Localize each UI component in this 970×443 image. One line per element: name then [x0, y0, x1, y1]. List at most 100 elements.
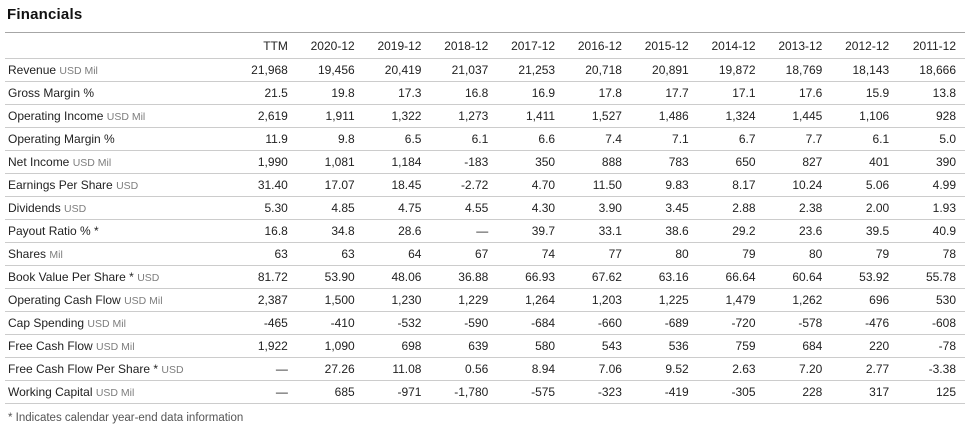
value-cell: 17.6	[764, 81, 832, 105]
value-cell: 17.1	[697, 81, 765, 105]
value-cell: -608	[898, 311, 965, 335]
value-cell: 7.1	[630, 127, 698, 151]
value-cell: 1,324	[697, 104, 765, 128]
value-cell: —	[230, 380, 297, 404]
value-cell: 55.78	[898, 265, 965, 289]
row-label-text: Free Cash Flow	[8, 339, 93, 353]
value-cell: 6.7	[697, 127, 765, 151]
value-cell: 79	[831, 242, 899, 266]
value-cell: 827	[764, 150, 832, 174]
value-cell: 63	[296, 242, 364, 266]
column-header: 2011-12	[898, 32, 965, 59]
value-cell: 1,527	[564, 104, 631, 128]
value-cell: 13.8	[898, 81, 965, 105]
table-row: Cap Spending USD Mil -465 -410 -532 -590 -684…	[5, 311, 965, 335]
table-header: TTM 2020-12 2019-12 2018-12 2017-12 2016-12 20…	[5, 32, 965, 59]
value-cell: 67	[430, 242, 498, 266]
value-cell: 33.1	[564, 219, 631, 243]
value-cell: 31.40	[230, 173, 297, 197]
value-cell: 1,990	[230, 150, 297, 174]
column-header: 2016-12	[564, 32, 631, 59]
row-unit-text: USD Mil	[124, 295, 163, 307]
value-cell: 77	[564, 242, 631, 266]
value-cell: 4.99	[898, 173, 965, 197]
row-label: Cap Spending USD Mil	[5, 311, 231, 335]
value-cell: 228	[764, 380, 832, 404]
table-row: Operating Margin % 11.9 9.8 6.5 6.1 6.6 7.4 7.1…	[5, 127, 965, 151]
value-cell: 390	[898, 150, 965, 174]
footnote: * Indicates calendar year-end data infor…	[8, 412, 244, 424]
value-cell: -720	[697, 311, 765, 335]
value-cell: 1,230	[363, 288, 431, 312]
value-cell: —	[430, 219, 498, 243]
value-cell: 1,445	[764, 104, 832, 128]
value-cell: 29.2	[697, 219, 765, 243]
table-body: Revenue USD Mil 21,968 19,456 20,419 21,037 2…	[5, 58, 965, 404]
value-cell: 20,419	[363, 58, 431, 82]
row-label: Operating Cash Flow USD Mil	[5, 288, 231, 312]
row-label: Shares Mil	[5, 242, 231, 266]
value-cell: 66.64	[697, 265, 765, 289]
value-cell: 639	[430, 334, 498, 358]
value-cell: 7.20	[764, 357, 832, 381]
value-cell: 66.93	[497, 265, 565, 289]
value-cell: 2.63	[697, 357, 765, 381]
value-cell: -78	[898, 334, 965, 358]
value-cell: 16.9	[497, 81, 565, 105]
value-cell: 220	[831, 334, 899, 358]
row-unit-text: USD	[116, 180, 139, 192]
value-cell: -305	[697, 380, 765, 404]
row-label-text: Revenue	[8, 63, 57, 77]
row-label-text: Gross Margin %	[8, 86, 95, 100]
row-unit-text: USD Mil	[96, 341, 135, 353]
row-label: Working Capital USD Mil	[5, 380, 231, 404]
value-cell: 9.83	[630, 173, 698, 197]
column-header: 2014-12	[697, 32, 765, 59]
table-row: Earnings Per Share USD 31.40 17.07 18.45 -2.…	[5, 173, 965, 197]
table-row: Working Capital USD Mil —685 -971 -1,780 -57…	[5, 380, 965, 404]
value-cell: 2.88	[697, 196, 765, 220]
header-blank-cell	[5, 32, 231, 59]
row-label: Net Income USD Mil	[5, 150, 231, 174]
value-cell: 7.06	[564, 357, 631, 381]
row-label: Gross Margin %	[5, 81, 231, 105]
value-cell: 11.08	[363, 357, 431, 381]
value-cell: 650	[697, 150, 765, 174]
value-cell: 38.6	[630, 219, 698, 243]
value-cell: 928	[898, 104, 965, 128]
value-cell: 2.38	[764, 196, 832, 220]
page-title: Financials	[7, 6, 83, 23]
row-unit-text: USD Mil	[87, 318, 126, 330]
value-cell: 63	[230, 242, 297, 266]
value-cell: 1,264	[497, 288, 565, 312]
row-label-text: Operating Income	[8, 109, 104, 123]
row-label: Earnings Per Share USD	[5, 173, 231, 197]
table-row: Revenue USD Mil 21,968 19,456 20,419 21,037 2…	[5, 58, 965, 82]
value-cell: 8.94	[497, 357, 565, 381]
value-cell: 4.75	[363, 196, 431, 220]
row-unit-text: USD Mil	[59, 65, 98, 77]
value-cell: -1,780	[430, 380, 498, 404]
value-cell: 9.52	[630, 357, 698, 381]
value-cell: 23.6	[764, 219, 832, 243]
row-label: Book Value Per Share * USD	[5, 265, 231, 289]
value-cell: 530	[898, 288, 965, 312]
value-cell: -532	[363, 311, 431, 335]
value-cell: 21,968	[230, 58, 297, 82]
value-cell: 9.8	[296, 127, 364, 151]
value-cell: 1,273	[430, 104, 498, 128]
value-cell: 17.7	[630, 81, 698, 105]
row-label-text: Earnings Per Share	[8, 178, 113, 192]
value-cell: 7.4	[564, 127, 631, 151]
value-cell: 536	[630, 334, 698, 358]
value-cell: 36.88	[430, 265, 498, 289]
value-cell: 3.90	[564, 196, 631, 220]
value-cell: 759	[697, 334, 765, 358]
value-cell: 350	[497, 150, 565, 174]
value-cell: 34.8	[296, 219, 364, 243]
value-cell: 67.62	[564, 265, 631, 289]
value-cell: -465	[230, 311, 297, 335]
table-row: Dividends USD 5.30 4.85 4.75 4.55 4.30 3.90 3.4…	[5, 196, 965, 220]
value-cell: 18,143	[831, 58, 899, 82]
